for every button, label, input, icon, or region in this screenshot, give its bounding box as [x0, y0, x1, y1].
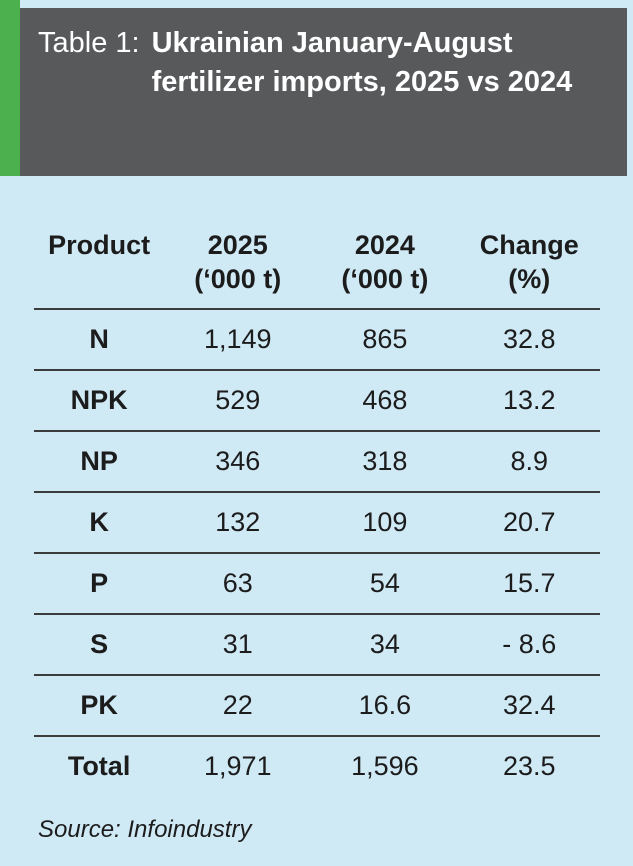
product-cell: Total	[67, 751, 131, 781]
value-cell: 1,149	[203, 324, 272, 354]
product-cell: N	[89, 324, 109, 354]
value-cell: 346	[215, 446, 261, 476]
value-cell: 15.7	[502, 568, 556, 598]
value-cell: 20.7	[502, 507, 556, 537]
table-row: P 63 54 15.7	[34, 553, 600, 614]
table-header-banner: Table 1: Ukrainian January-August fertil…	[20, 8, 627, 176]
value-cell: 32.8	[502, 324, 556, 354]
value-cell: 865	[362, 324, 408, 354]
imports-table: Product 2025 (‘000 t) 2024 (‘000 t) Change (%)…	[34, 222, 600, 796]
value-cell: 529	[215, 385, 261, 415]
value-cell: 8.9	[510, 446, 549, 476]
product-cell: NP	[80, 446, 118, 476]
table-row: Total 1,971 1,596 23.5	[34, 736, 600, 796]
table-row: PK 22 16.6 32.4	[34, 675, 600, 736]
table-title: Ukrainian January-August fertilizer impo…	[151, 27, 573, 98]
table-row: S 31 34 - 8.6	[34, 614, 600, 675]
value-cell: - 8.6	[502, 629, 557, 659]
value-cell: 16.6	[358, 690, 412, 720]
value-cell: 1,596	[351, 751, 419, 781]
value-cell: 109	[362, 507, 408, 537]
table-number-label: Table 1:	[38, 27, 140, 59]
value-cell: 54	[369, 568, 400, 598]
value-cell: 468	[362, 385, 408, 415]
column-header: Change (%)	[479, 230, 579, 294]
accent-strip	[0, 0, 20, 176]
imports-table-container: Product 2025 (‘000 t) 2024 (‘000 t) Change (%)…	[34, 222, 600, 796]
product-cell: P	[90, 568, 109, 598]
table-row: K 132 109 20.7	[34, 492, 600, 553]
value-cell: 23.5	[502, 751, 556, 781]
value-cell: 22	[222, 690, 253, 720]
value-cell: 318	[362, 446, 408, 476]
product-cell: PK	[80, 690, 118, 720]
value-cell: 1,971	[203, 751, 272, 781]
table-header-row: Product 2025 (‘000 t) 2024 (‘000 t) Change (%)	[34, 222, 600, 309]
value-cell: 32.4	[502, 690, 556, 720]
column-header: 2025 (‘000 t)	[194, 230, 282, 294]
source-note: Source: Infoindustry	[38, 816, 252, 843]
table-row: N 1,149 865 32.8	[34, 309, 600, 370]
product-cell: NPK	[70, 385, 128, 415]
column-header: 2024 (‘000 t)	[341, 230, 429, 294]
value-cell: 63	[222, 568, 253, 598]
value-cell: 34	[369, 629, 400, 659]
product-cell: K	[89, 507, 109, 537]
value-cell: 31	[222, 629, 253, 659]
product-cell: S	[90, 629, 109, 659]
value-cell: 132	[215, 507, 261, 537]
column-header: Product	[48, 230, 151, 260]
value-cell: 13.2	[502, 385, 556, 415]
table-row: NPK 529 468 13.2	[34, 370, 600, 431]
table-row: NP 346 318 8.9	[34, 431, 600, 492]
